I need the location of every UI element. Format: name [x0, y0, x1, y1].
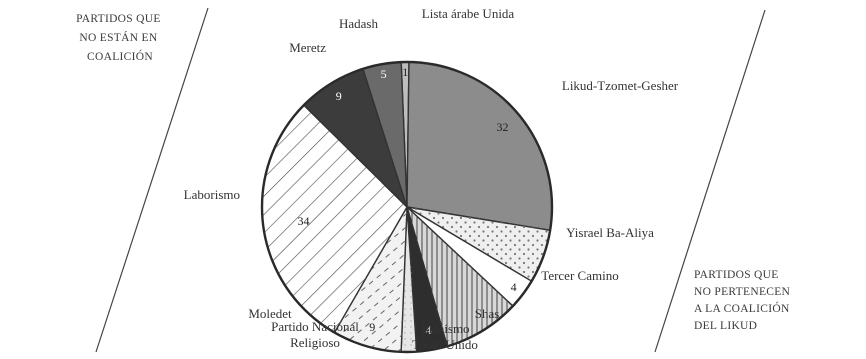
- right-note-line-4: DEL LIKUD: [694, 320, 757, 332]
- value-label-hadash: 5: [381, 67, 387, 81]
- slice-pattern-yisrael-ba-aliya: [407, 207, 551, 282]
- value-label-laborismo: 34: [298, 214, 310, 228]
- slice-label-tercer-camino: Tercer Camino: [541, 268, 618, 283]
- slice-label-partido-nacional-religioso: Partido Nacional Religioso: [271, 319, 359, 350]
- slice-label-lista-arabe-unida: Lista árabe Unida: [422, 6, 515, 21]
- left-divider-line: [95, 7, 209, 353]
- right-note-line-2: NO PERTENECEN: [694, 286, 791, 298]
- slice-labels: Lista árabe Unida Likud-Tzomet-Gesher Yisr…: [184, 6, 679, 352]
- slice-label-hadash: Hadash: [339, 16, 378, 31]
- pie-slices: [260, 60, 554, 354]
- value-label-partido-nacional-religioso: 9: [369, 320, 375, 334]
- value-label-lista-arabe-unida: 1: [402, 65, 408, 79]
- pie-outline: [260, 60, 554, 354]
- slice-pattern-moledet: [401, 207, 417, 353]
- right-note-line-3: A LA COALICIÓN: [694, 301, 790, 315]
- value-label-likud-tzomet-gesher: 32: [497, 120, 509, 134]
- slice-label-likud-tzomet-gesher: Likud-Tzomet-Gesher: [562, 78, 679, 93]
- slice-pattern-partido-nacional-religioso: [334, 207, 407, 352]
- left-note-line-3: COALICIÓN: [87, 49, 153, 63]
- right-note: PARTIDOS QUE NO PERTENECEN A LA COALICIÓ…: [694, 269, 793, 332]
- slice-pattern-laborismo: [262, 105, 407, 333]
- value-label-meretz: 9: [336, 89, 342, 103]
- slice-likud-tzomet-gesher: [406, 61, 553, 232]
- slice-pattern-shas: [407, 207, 513, 347]
- left-note-line-1: PARTIDOS QUE: [76, 13, 161, 25]
- slice-value-labels: 1 32 4 4 9 34 9 5: [298, 65, 517, 337]
- slice-label-judaismo-torah-unido: Judaísmo Torah Unido: [412, 321, 478, 352]
- right-note-line-1: PARTIDOS QUE: [694, 269, 779, 281]
- slice-label-yisrael-ba-aliya: Yisrael Ba-Aliya: [566, 225, 654, 240]
- slice-label-laborismo: Laborismo: [184, 187, 240, 202]
- left-note: PARTIDOS QUE NO ESTÁN EN COALICIÓN: [76, 13, 164, 63]
- slice-label-meretz: Meretz: [289, 40, 326, 55]
- slice-label-shas: Shas: [475, 306, 500, 321]
- value-label-judaismo-torah-unido: 4: [426, 323, 432, 337]
- left-note-line-2: NO ESTÁN EN: [79, 30, 157, 44]
- slice-label-moledet: Moledet: [248, 306, 292, 321]
- value-label-tercer-camino: 4: [511, 280, 517, 294]
- right-divider-line: [654, 9, 766, 353]
